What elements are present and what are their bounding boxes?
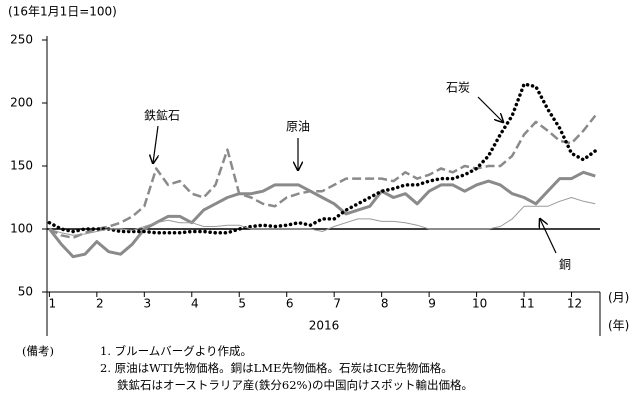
note: 1. ブルームバーグより作成。 xyxy=(100,344,252,358)
x-unit-month: (月) xyxy=(608,291,629,305)
x-tick-label: 2 xyxy=(96,297,104,311)
x-tick-label: 3 xyxy=(143,297,151,311)
x-tick-label: 1 xyxy=(49,297,57,311)
note: (備考) xyxy=(22,344,54,358)
series-label: 石炭 xyxy=(446,81,470,95)
series-label: 銅 xyxy=(559,258,571,272)
x-tick-label: 8 xyxy=(381,297,389,311)
note: 2. 原油はWTI先物価格。銅はLME先物価格。石炭はICE先物価格。 xyxy=(100,361,453,375)
x-tick-label: 11 xyxy=(519,297,534,311)
y-tick-label: 100 xyxy=(10,222,33,236)
y-tick-label: 250 xyxy=(10,33,33,47)
x-tick-label: 6 xyxy=(286,297,294,311)
x-tick-label: 9 xyxy=(428,297,436,311)
y-tick-label: 50 xyxy=(18,285,33,299)
x-axis-title: 2016 xyxy=(309,319,340,333)
arrow xyxy=(477,96,503,122)
series-label: 原油 xyxy=(286,120,310,134)
x-tick-label: 7 xyxy=(333,297,341,311)
series-line xyxy=(48,114,597,240)
x-unit-year: (年) xyxy=(608,319,629,333)
x-tick-label: 5 xyxy=(238,297,246,311)
x-tick-label: 12 xyxy=(567,297,582,311)
note: 鉄鉱石はオーストラリア産(鉄分62%)の中国向けスポット輸出価格。 xyxy=(117,378,473,392)
arrow xyxy=(540,219,557,254)
y-tick-label: 150 xyxy=(10,159,33,173)
series-label: 鉄鉱石 xyxy=(144,108,180,123)
y-tick-label: 200 xyxy=(10,96,33,110)
arrow xyxy=(153,125,158,163)
y-unit-label: (16年1月1日=100) xyxy=(8,5,117,19)
series-line xyxy=(47,82,598,235)
series-line xyxy=(48,170,596,259)
series-line xyxy=(49,197,596,236)
x-tick-label: 4 xyxy=(191,297,199,311)
x-tick-label: 10 xyxy=(472,297,487,311)
